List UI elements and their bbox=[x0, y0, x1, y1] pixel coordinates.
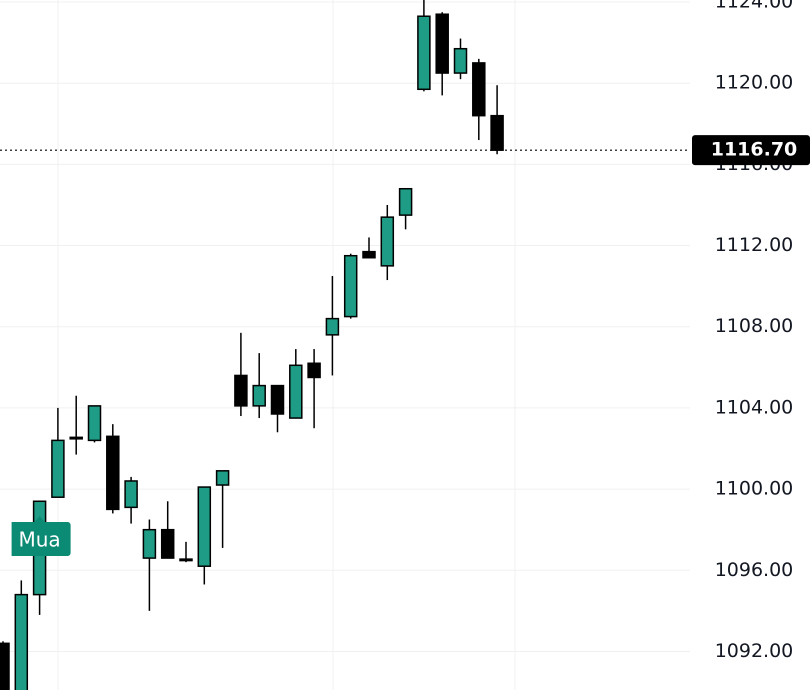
candle-body bbox=[472, 62, 486, 117]
candle-body bbox=[398, 187, 413, 216]
candle-body bbox=[51, 439, 65, 498]
candle-body bbox=[124, 480, 138, 509]
marker-flag bbox=[11, 516, 71, 556]
candle-body bbox=[142, 528, 157, 559]
y-tick-label: 1096.00 bbox=[715, 559, 794, 581]
last-price-box bbox=[692, 135, 810, 166]
candle-body bbox=[215, 470, 230, 486]
y-tick-label: 1104.00 bbox=[715, 396, 794, 418]
y-tick-label: 1092.00 bbox=[715, 640, 794, 662]
candle-body bbox=[325, 317, 340, 336]
y-tick-label: 1100.00 bbox=[715, 478, 794, 500]
candle-body bbox=[197, 486, 212, 567]
y-tick-label: 1120.00 bbox=[715, 72, 794, 94]
candle-body bbox=[362, 250, 376, 259]
candle-body bbox=[14, 593, 29, 690]
candle-body bbox=[179, 558, 193, 562]
candle-body bbox=[106, 435, 120, 511]
last-price-label: 1116.70 bbox=[711, 139, 798, 161]
y-tick-label: 1112.00 bbox=[715, 234, 794, 256]
marker-label: Mua bbox=[19, 528, 61, 552]
candle-body bbox=[380, 216, 395, 267]
y-tick-label: 1108.00 bbox=[715, 315, 794, 337]
candle-body bbox=[252, 384, 266, 407]
candle-body bbox=[87, 405, 102, 442]
candle-body bbox=[270, 384, 285, 415]
candle-body bbox=[417, 15, 431, 91]
candle-body bbox=[234, 374, 248, 407]
y-tick-label: 1124.00 bbox=[715, 0, 794, 13]
candle-body bbox=[435, 13, 449, 74]
candle-body bbox=[69, 436, 83, 440]
candle-body bbox=[160, 528, 175, 559]
candle-body bbox=[343, 254, 358, 318]
candle-body bbox=[307, 362, 321, 379]
candle-body bbox=[453, 47, 468, 74]
candle-body bbox=[0, 642, 10, 690]
candle-body bbox=[289, 364, 303, 419]
candle-body bbox=[490, 114, 504, 151]
